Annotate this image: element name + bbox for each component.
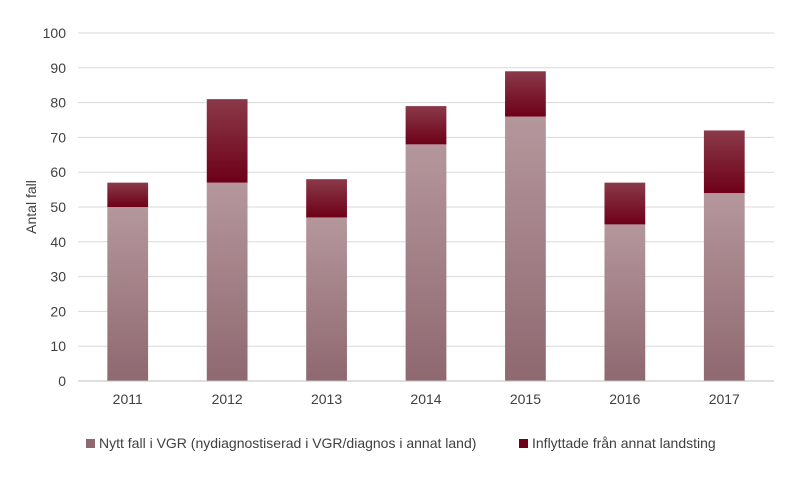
bar-series-0-2015 [505,116,546,382]
x-tick-label-2016: 2016 [609,391,640,407]
bar-series-1-2017 [703,130,745,194]
y-tick-label-90: 90 [50,60,66,76]
bars [107,71,745,382]
x-tick-label-2014: 2014 [410,391,441,407]
bar-series-0-2016 [604,224,646,381]
y-tick-label-10: 10 [50,338,66,354]
y-tick-label-30: 30 [50,269,66,285]
x-tick-label-2013: 2013 [311,391,342,407]
y-tick-label-80: 80 [50,95,66,111]
bar-series-1-2016 [604,182,646,225]
y-tick-label-70: 70 [50,129,66,145]
x-axis-ticks: 2011 2012 2013 2014 2015 2016 2017 [113,391,740,407]
legend-label-series-1: Inflyttade från annat landsting [532,435,716,451]
x-tick-label-2012: 2012 [212,391,243,407]
bar-series-1-2013 [306,179,347,218]
legend-swatch-series-0 [86,439,95,448]
y-tick-label-20: 20 [50,303,66,319]
bar-series-0-2011 [107,207,149,381]
y-tick-label-0: 0 [58,373,66,389]
y-tick-label-50: 50 [50,199,66,215]
y-tick-label-100: 100 [43,25,67,41]
bar-series-0-2012 [206,182,248,381]
y-axis-ticks: 0 10 20 30 40 50 60 70 80 90 100 [43,25,67,389]
bar-series-1-2012 [206,99,248,183]
bar-series-1-2015 [505,71,546,117]
bar-series-0-2013 [306,217,347,381]
bar-series-1-2011 [107,182,149,207]
bar-series-0-2017 [703,193,745,381]
x-tick-label-2015: 2015 [510,391,541,407]
y-axis-title: Antal fall [23,180,39,234]
legend: Nytt fall i VGR (nydiagnostiserad i VGR/… [86,435,716,451]
y-tick-label-60: 60 [50,164,66,180]
x-tick-label-2011: 2011 [113,391,143,407]
y-tick-label-40: 40 [50,234,66,250]
bar-series-1-2014 [405,106,447,145]
legend-swatch-series-1 [519,439,528,448]
x-tick-label-2017: 2017 [709,391,740,407]
legend-label-series-0: Nytt fall i VGR (nydiagnostiserad i VGR/… [99,435,476,451]
bar-series-0-2014 [405,144,447,381]
